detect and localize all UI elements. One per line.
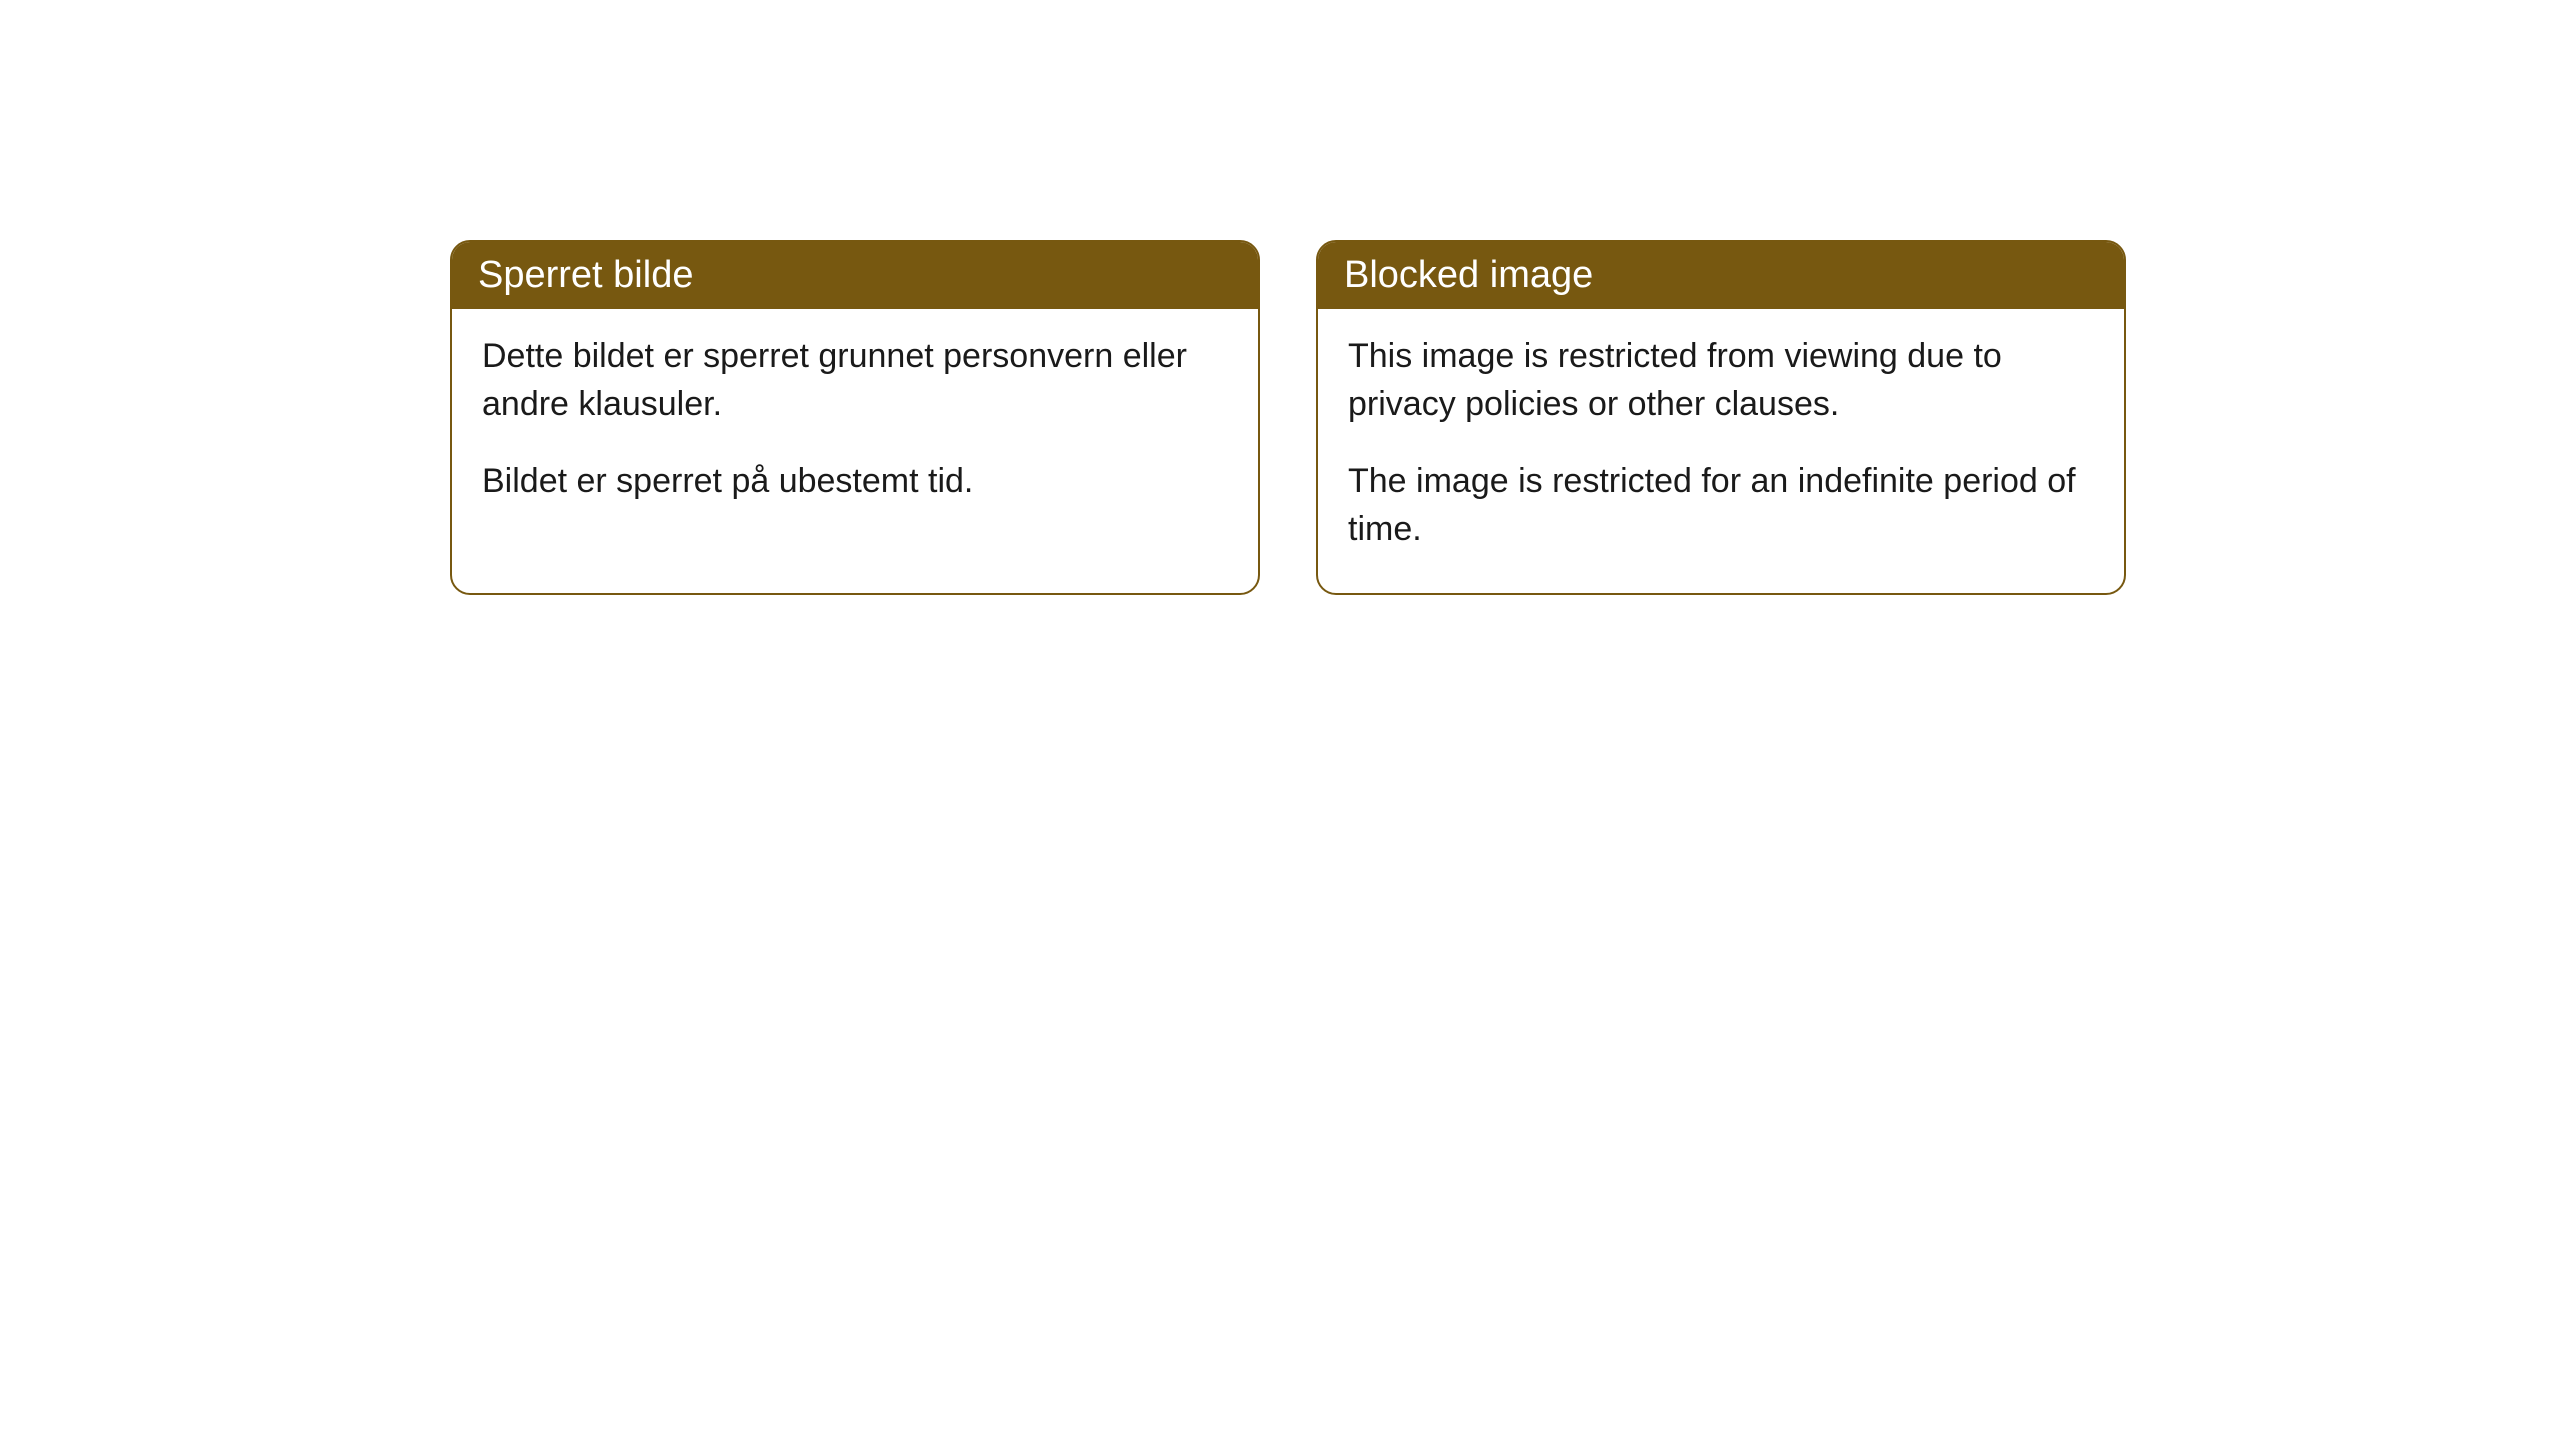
- card-title: Sperret bilde: [478, 254, 693, 296]
- card-body: Dette bildet er sperret grunnet personve…: [452, 309, 1258, 546]
- notice-cards-container: Sperret bilde Dette bildet er sperret gr…: [450, 240, 2126, 595]
- notice-card-english: Blocked image This image is restricted f…: [1316, 240, 2126, 595]
- card-paragraph: The image is restricted for an indefinit…: [1348, 458, 2094, 553]
- card-header: Blocked image: [1318, 242, 2124, 309]
- card-body: This image is restricted from viewing du…: [1318, 309, 2124, 593]
- card-paragraph: This image is restricted from viewing du…: [1348, 333, 2094, 428]
- notice-card-norwegian: Sperret bilde Dette bildet er sperret gr…: [450, 240, 1260, 595]
- card-title: Blocked image: [1344, 254, 1593, 296]
- card-paragraph: Bildet er sperret på ubestemt tid.: [482, 458, 1228, 506]
- card-header: Sperret bilde: [452, 242, 1258, 309]
- card-paragraph: Dette bildet er sperret grunnet personve…: [482, 333, 1228, 428]
